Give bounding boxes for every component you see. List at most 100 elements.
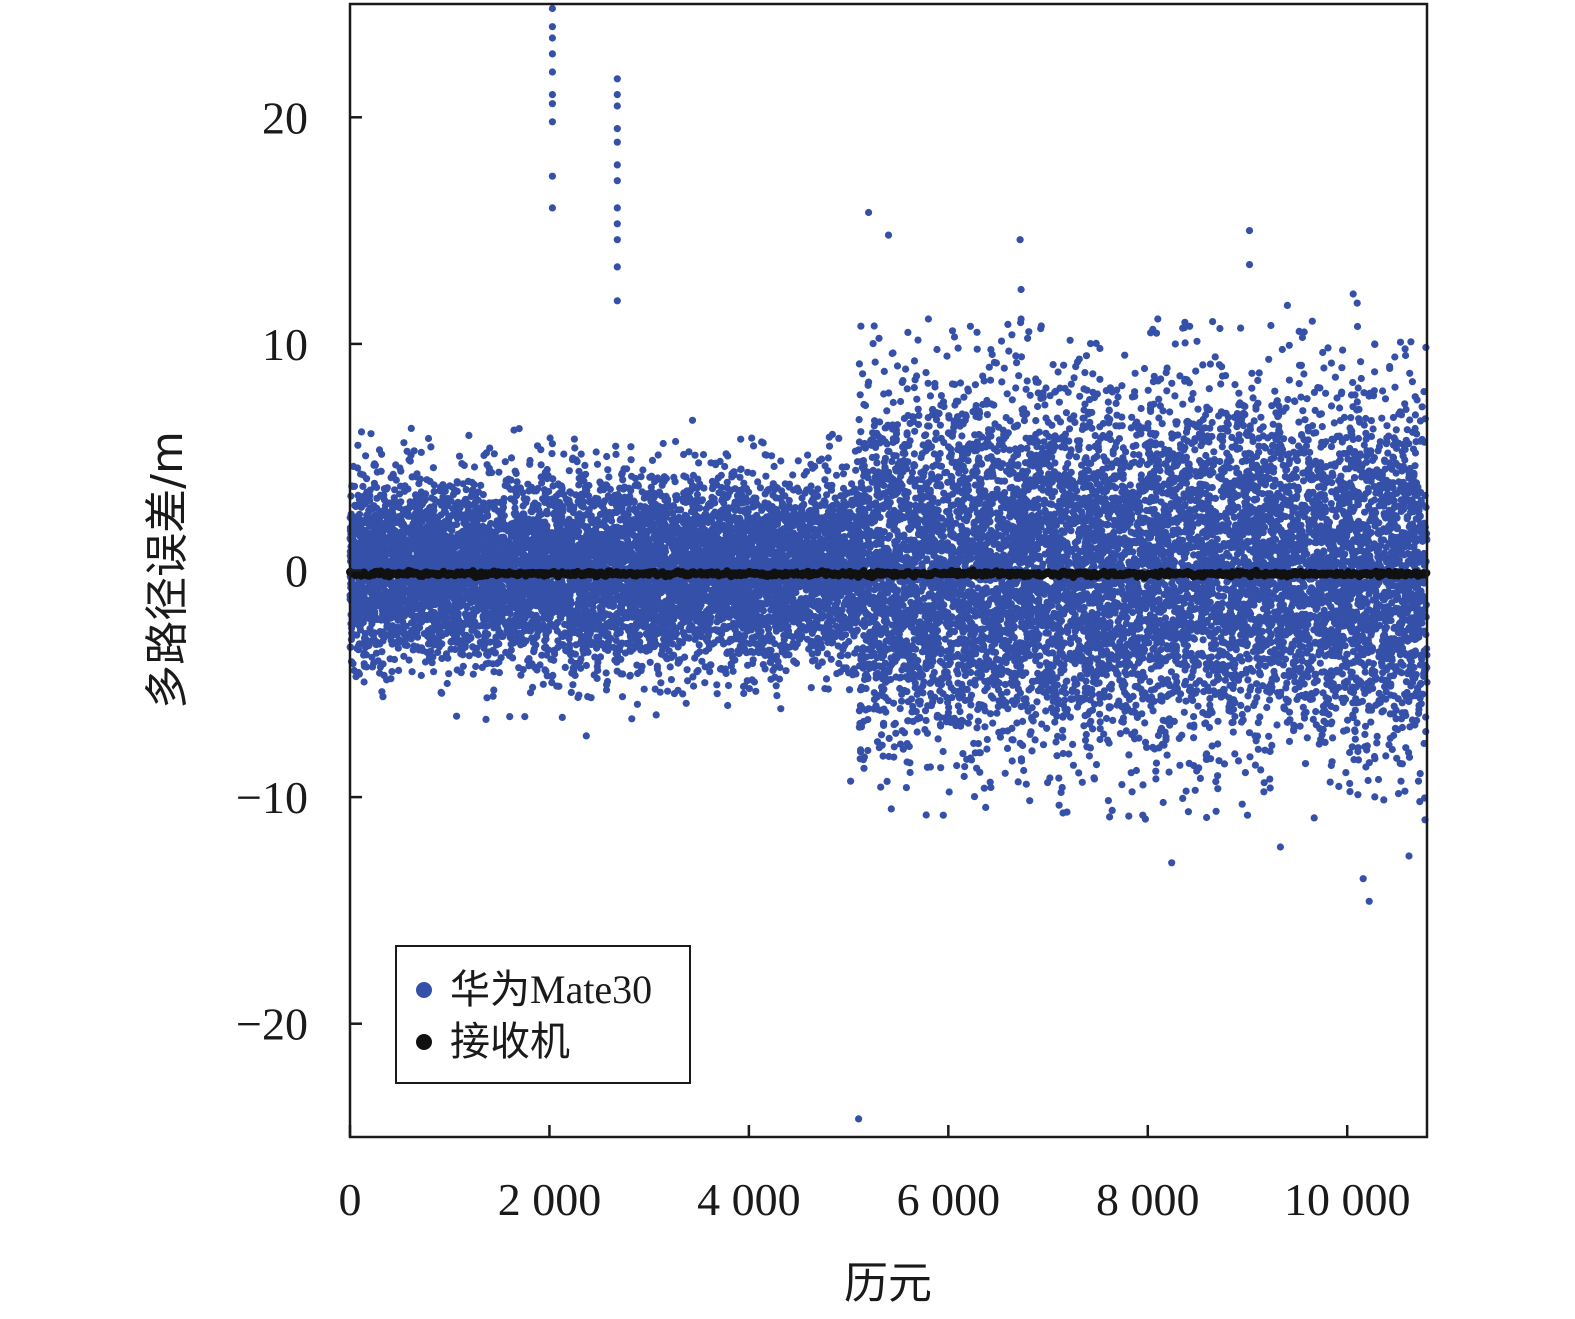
mate30-point: [674, 506, 682, 514]
mate30-point: [717, 471, 725, 479]
mate30-point: [628, 715, 636, 723]
mate30-point: [759, 661, 767, 669]
mate30-point: [417, 671, 425, 680]
mate30-point: [461, 631, 469, 639]
mate30-point: [362, 635, 370, 643]
mate30-point: [572, 641, 580, 649]
mate30-point: [530, 645, 538, 653]
mate30-point: [541, 637, 549, 645]
mate30-point: [575, 691, 583, 699]
mate30-point: [565, 467, 573, 475]
mate30-point: [654, 451, 662, 459]
mate30-point: [713, 690, 721, 698]
mate30-point: [515, 664, 523, 672]
mate30-point: [500, 495, 508, 503]
mate30-point: [524, 480, 532, 488]
mate30-point: [400, 652, 408, 660]
mate30-point: [773, 692, 781, 700]
mate30-point: [501, 458, 509, 466]
mate30-point: [592, 448, 600, 456]
mate30-point: [571, 444, 579, 452]
mate30-point: [465, 652, 473, 660]
mate30-point: [522, 498, 530, 507]
mate30-point: [822, 675, 831, 683]
mate30-point: [699, 451, 708, 459]
mate30-point: [675, 658, 683, 666]
mate30-point: [388, 668, 396, 676]
mate30-point: [570, 667, 578, 675]
mate30-point: [558, 713, 566, 722]
mate30-point: [759, 439, 767, 447]
mate30-point: [539, 680, 547, 688]
mate30-point: [612, 450, 620, 458]
mate30-point: [357, 428, 366, 436]
mate30-point: [395, 666, 403, 675]
mate30-point: [629, 645, 637, 654]
mate30-point: [424, 434, 433, 443]
mate30-point: [605, 473, 613, 481]
mate30-point: [802, 468, 811, 476]
mate30-point: [412, 473, 420, 481]
mate30-point: [443, 679, 451, 688]
mate30-point: [693, 668, 701, 676]
mate30-point: [821, 462, 829, 470]
mate30-point: [362, 452, 370, 460]
mate30-point: [808, 650, 816, 658]
mate30-point: [701, 679, 709, 687]
mate30-point: [506, 713, 514, 721]
mate30-point: [690, 682, 698, 690]
mate30-point: [623, 465, 631, 473]
mate30-point: [400, 439, 408, 447]
mate30-point: [802, 626, 810, 634]
mate30-point: [360, 678, 368, 686]
mate30-point: [430, 481, 438, 489]
mate30-point: [467, 634, 475, 642]
mate30-point: [681, 653, 689, 661]
mate30-point: [376, 669, 384, 677]
mate30-point: [482, 715, 490, 724]
mate30-point: [507, 646, 515, 654]
mate30-point: [693, 491, 702, 499]
mate30-point: [602, 669, 610, 677]
mate30-point: [748, 434, 756, 442]
mate30-point: [453, 712, 461, 720]
mate30-point: [706, 661, 715, 669]
mate30-point: [490, 668, 498, 676]
mate30-point: [582, 661, 591, 670]
mate30-point: [390, 655, 399, 664]
mate30-point: [470, 463, 479, 471]
mate30-point: [513, 478, 521, 486]
mate30-point: [740, 689, 748, 698]
mate30-point: [693, 650, 701, 658]
mate30-point: [682, 699, 690, 707]
mate30-point: [745, 488, 753, 496]
mate30-point: [776, 663, 784, 672]
mate30-point: [367, 430, 375, 438]
mate30-point: [614, 491, 622, 499]
mate30-point: [736, 473, 744, 481]
mate30-point: [680, 450, 688, 459]
mate30-point: [835, 659, 843, 668]
mate30-point: [469, 670, 477, 678]
mate30-point: [548, 450, 556, 458]
mate30-point: [700, 484, 708, 492]
mate30-point: [379, 693, 387, 701]
mate30-point: [666, 663, 674, 671]
mate30-point: [430, 496, 438, 504]
mate30-point: [762, 472, 770, 480]
mate30-point: [844, 651, 852, 659]
mate30-point: [794, 457, 802, 465]
mate30-point: [459, 662, 467, 670]
mate30-point: [809, 464, 817, 472]
mate30-point: [540, 486, 549, 494]
mate30-point: [824, 454, 832, 462]
mate30-point: [737, 435, 745, 443]
mate30-point: [687, 477, 695, 485]
mate30-point: [533, 666, 541, 674]
mate30-point: [748, 676, 756, 684]
mate30-point: [453, 478, 461, 486]
mate30-point: [823, 482, 832, 490]
mate30-point: [684, 677, 692, 685]
mate30-point: [581, 461, 589, 469]
mate30-point: [603, 452, 611, 461]
